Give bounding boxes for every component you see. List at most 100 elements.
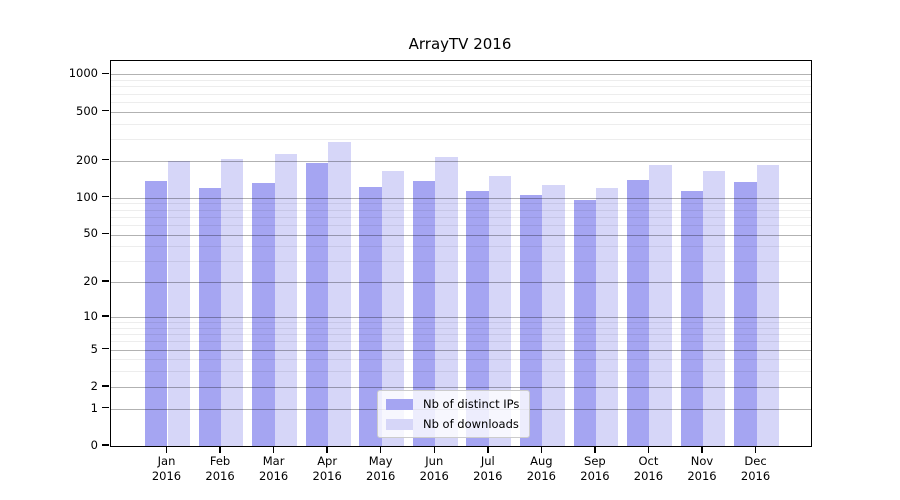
gridline-major (111, 282, 811, 284)
x-tick (754, 446, 757, 453)
gridline-minor (111, 327, 811, 329)
gridline-minor (111, 101, 811, 103)
legend: Nb of distinct IPs Nb of downloads (377, 390, 531, 438)
y-tick (102, 347, 109, 350)
bar-jul-s0 (466, 191, 489, 446)
y-tick (102, 72, 109, 75)
y-tick (102, 444, 109, 446)
bar-apr-s1 (328, 141, 351, 446)
y-tick-label: 200 (76, 152, 98, 167)
bar-sep-s1 (595, 187, 619, 446)
x-tick-label-sep: Sep 2016 (580, 454, 610, 483)
bar-oct-s0 (627, 179, 650, 446)
x-tick-label-nov: Nov 2016 (687, 454, 717, 483)
bar-sep-s0 (573, 200, 596, 446)
y-tick-label: 5 (90, 341, 98, 356)
y-tick (102, 315, 109, 317)
bar-aug-s0 (519, 194, 543, 446)
y-tick (102, 109, 109, 112)
bar-apr-s0 (305, 162, 329, 446)
x-tick-label-mar: Mar 2016 (258, 454, 289, 483)
gridline-minor (111, 371, 811, 373)
bar-jan-s0 (145, 181, 168, 446)
y-tick-label: 0 (90, 438, 98, 452)
y-tick (102, 158, 109, 161)
gridline-major (111, 111, 811, 113)
y-tick-label: 500 (76, 103, 98, 118)
plot-area (110, 60, 812, 447)
gridline-minor (111, 246, 811, 248)
gridline-minor (111, 93, 811, 95)
x-tick (701, 446, 703, 453)
x-tick-label-jul: Jul 2016 (473, 454, 503, 483)
gridline-major (111, 386, 811, 388)
x-tick (219, 446, 221, 453)
y-tick-label: 1000 (68, 66, 98, 81)
bar-feb-s0 (198, 187, 222, 446)
bar-mar-s0 (252, 182, 275, 446)
x-tick (165, 446, 168, 453)
bar-mar-s1 (274, 153, 297, 446)
y-tick (102, 280, 109, 282)
bar-oct-s1 (649, 165, 672, 446)
x-tick-label-may: May 2016 (366, 454, 396, 483)
gridline-minor (111, 334, 811, 336)
gridline-minor (111, 123, 811, 125)
gridline-minor (111, 86, 811, 88)
x-tick-label-jan: Jan 2016 (151, 454, 182, 483)
y-tick (102, 406, 109, 409)
y-tick (102, 232, 109, 235)
x-tick (272, 446, 275, 453)
x-tick-label-aug: Aug 2016 (526, 454, 556, 483)
legend-label: Nb of distinct IPs (423, 397, 520, 411)
gridline-minor (111, 322, 811, 324)
x-tick-label-feb: Feb 2016 (205, 454, 235, 483)
x-tick-label-dec: Dec 2016 (740, 454, 771, 483)
bar-jul-s1 (488, 176, 512, 446)
y-tick-label: 100 (76, 189, 98, 204)
y-tick-label: 20 (83, 274, 98, 289)
x-tick-label-apr: Apr 2016 (312, 454, 342, 483)
x-tick (379, 446, 382, 453)
gridline-major (111, 197, 811, 199)
x-tick (487, 446, 489, 453)
bar-jan-s1 (167, 160, 190, 446)
x-tick-label-oct: Oct 2016 (633, 454, 664, 483)
gridline-major (111, 234, 811, 236)
x-tick (647, 446, 650, 453)
y-tick-label: 50 (83, 226, 98, 241)
bar-nov-s0 (680, 190, 703, 446)
gridline-minor (111, 359, 811, 361)
gridline-minor (111, 80, 811, 81)
gridline-major (111, 349, 811, 351)
y-tick-label: 2 (90, 378, 98, 393)
x-tick (433, 446, 435, 453)
y-tick-label: 1 (90, 400, 98, 415)
legend-label: Nb of downloads (423, 417, 519, 431)
gridline-minor (111, 209, 811, 211)
legend-swatch (386, 418, 413, 430)
bar-feb-s1 (221, 159, 244, 446)
legend-item-1: Nb of downloads (386, 417, 519, 431)
bar-dec-s1 (756, 164, 779, 446)
y-tick-label: 10 (83, 308, 98, 323)
legend-swatch (386, 398, 413, 410)
x-tick (540, 446, 543, 453)
y-tick (102, 195, 109, 198)
gridline-minor (111, 261, 811, 263)
gridline-minor (111, 224, 811, 226)
gridline-major (111, 160, 811, 162)
bar-aug-s1 (542, 185, 565, 446)
x-tick-label-jun: Jun 2016 (419, 454, 449, 483)
gridline-minor (111, 203, 811, 205)
chart-title: ArrayTV 2016 (408, 35, 512, 53)
gridline-minor (111, 139, 811, 140)
bar-jun-s0 (412, 181, 436, 446)
bar-may-s1 (381, 170, 405, 446)
legend-item-0: Nb of distinct IPs (386, 397, 519, 411)
x-tick (594, 446, 596, 453)
y-tick (102, 385, 109, 387)
bar-dec-s0 (734, 182, 757, 446)
x-tick (326, 446, 328, 453)
